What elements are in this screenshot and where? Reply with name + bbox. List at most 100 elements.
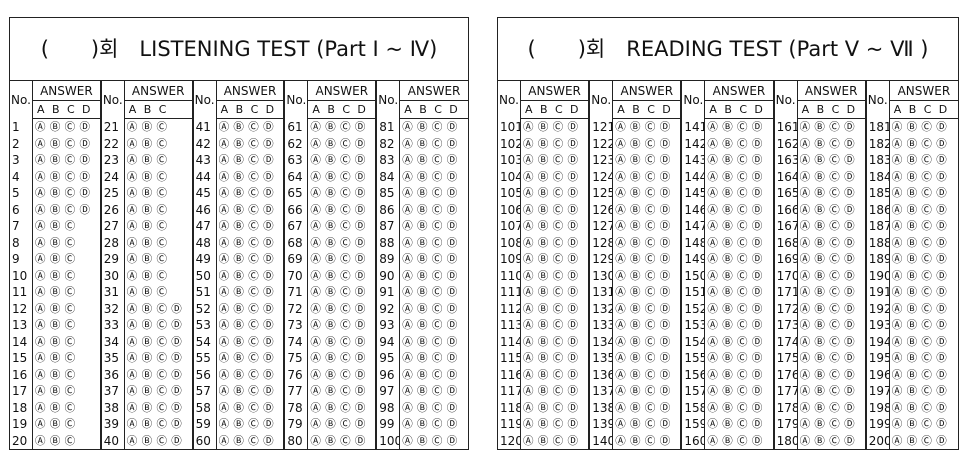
answer-bubbles: Ⓐ Ⓑ Ⓒ Ⓓ: [126, 335, 182, 348]
answer-bubbles: Ⓐ Ⓑ Ⓒ Ⓓ: [310, 335, 366, 348]
answer-header: ANSWER: [520, 81, 590, 101]
question-number: 182: [864, 135, 890, 152]
question-number: 2: [10, 135, 33, 152]
answer-bubbles: Ⓐ Ⓑ Ⓒ Ⓓ: [126, 368, 182, 381]
answer-bubbles: Ⓐ Ⓑ Ⓒ Ⓓ: [218, 368, 274, 381]
letter: A: [801, 103, 810, 116]
question-number: 153: [680, 317, 706, 334]
letter: C: [434, 103, 442, 116]
question-number: 61: [283, 118, 309, 136]
question-number: 41: [191, 118, 217, 136]
answer-bubbles: Ⓐ Ⓑ Ⓒ Ⓓ: [310, 170, 366, 183]
answer-bubbles: Ⓐ Ⓑ Ⓒ Ⓓ: [799, 352, 855, 364]
answer-bubbles: Ⓐ Ⓑ Ⓒ Ⓓ: [523, 154, 579, 166]
question-row: 107Ⓐ Ⓑ Ⓒ Ⓓ127Ⓐ Ⓑ Ⓒ Ⓓ147Ⓐ Ⓑ Ⓒ Ⓓ167Ⓐ Ⓑ Ⓒ Ⓓ…: [498, 218, 958, 235]
letter: A: [617, 103, 625, 116]
letter: B: [235, 103, 244, 116]
answer-bubbles: Ⓐ Ⓑ Ⓒ Ⓓ: [891, 335, 947, 348]
question-number: 9: [10, 251, 33, 268]
question-number: 130: [588, 267, 614, 284]
question-number: 95: [375, 350, 401, 367]
answer-bubbles: Ⓐ Ⓑ Ⓒ Ⓓ: [615, 401, 671, 414]
question-number: 194: [864, 333, 890, 350]
question-number: 163: [772, 152, 798, 169]
answer-table: No. ANSWER No. ANSWER No. ANSWER No. ANSWER No. A…: [10, 81, 468, 449]
answer-bubbles: Ⓐ Ⓑ Ⓒ Ⓓ: [310, 203, 366, 216]
answer-bubbles: Ⓐ Ⓑ Ⓒ Ⓓ: [126, 385, 182, 397]
answer-bubbles: Ⓐ Ⓑ Ⓒ Ⓓ: [523, 319, 579, 331]
question-number: 104: [498, 168, 521, 185]
answer-bubbles: Ⓐ Ⓑ Ⓒ Ⓓ: [523, 368, 579, 381]
answer-bubbles: Ⓐ Ⓑ Ⓒ Ⓓ: [799, 335, 855, 348]
answer-bubbles: Ⓐ Ⓑ Ⓒ Ⓓ: [35, 154, 91, 166]
question-number: 87: [375, 218, 401, 235]
question-number: 38: [99, 399, 125, 416]
question-number: 67: [283, 218, 309, 235]
answer-bubbles: Ⓐ Ⓑ Ⓒ Ⓓ: [218, 187, 274, 199]
question-number: 132: [588, 300, 614, 317]
question-number: 96: [375, 366, 401, 383]
panel-title: ( )회 READING TEST (Part Ⅴ ~ Ⅶ ): [498, 18, 958, 81]
question-number: 178: [772, 399, 798, 416]
answer-bubbles: Ⓐ Ⓑ Ⓒ: [35, 368, 76, 381]
no-header: No.: [772, 81, 798, 119]
question-row: 8 Ⓐ Ⓑ Ⓒ 28 Ⓐ Ⓑ Ⓒ 48 Ⓐ Ⓑ Ⓒ Ⓓ 68 Ⓐ Ⓑ Ⓒ Ⓓ 88 Ⓐ Ⓑ Ⓒ Ⓓ: [10, 234, 468, 251]
question-number: 76: [283, 366, 309, 383]
question-number: 97: [375, 383, 401, 400]
answer-bubbles: Ⓐ Ⓑ Ⓒ Ⓓ: [402, 203, 458, 216]
answer-bubbles: Ⓐ Ⓑ Ⓒ: [35, 302, 76, 315]
question-row: 9 Ⓐ Ⓑ Ⓒ 29 Ⓐ Ⓑ Ⓒ 49 Ⓐ Ⓑ Ⓒ Ⓓ 69 Ⓐ Ⓑ Ⓒ Ⓓ 89 Ⓐ Ⓑ Ⓒ Ⓓ: [10, 251, 468, 268]
question-number: 72: [283, 300, 309, 317]
answer-bubbles: Ⓐ Ⓑ Ⓒ Ⓓ: [891, 203, 947, 216]
question-number: 156: [680, 366, 706, 383]
question-number: 103: [498, 152, 521, 169]
answer-bubbles: Ⓐ Ⓑ Ⓒ Ⓓ: [799, 253, 855, 265]
question-number: 192: [864, 300, 890, 317]
question-number: 185: [864, 185, 890, 202]
answer-bubbles: Ⓐ Ⓑ Ⓒ Ⓓ: [615, 286, 671, 298]
letter: A: [893, 103, 902, 116]
question-number: 121: [588, 118, 614, 136]
letter: D: [265, 103, 275, 116]
question-number: 199: [864, 416, 890, 433]
question-number: 177: [772, 383, 798, 400]
header-row: No. ANSWER No. ANSWER No. ANSWER No. ANSWER No. A…: [498, 81, 958, 119]
answer-bubbles: Ⓐ Ⓑ Ⓒ Ⓓ: [218, 302, 274, 315]
question-number: 17: [10, 383, 33, 400]
question-number: 102: [498, 135, 521, 152]
question-number: 49: [191, 251, 217, 268]
answer-bubbles: Ⓐ Ⓑ Ⓒ Ⓓ: [523, 220, 579, 232]
question-number: 71: [283, 284, 309, 301]
question-number: 196: [864, 366, 890, 383]
question-number: 40: [99, 432, 125, 449]
letter: B: [540, 103, 548, 116]
letter: D: [846, 103, 856, 116]
question-number: 53: [191, 317, 217, 334]
question-row: 18 Ⓐ Ⓑ Ⓒ 38 Ⓐ Ⓑ Ⓒ Ⓓ 58 Ⓐ Ⓑ Ⓒ Ⓓ 78 Ⓐ Ⓑ Ⓒ Ⓓ 98 Ⓐ Ⓑ …: [10, 399, 468, 416]
answer-bubbles: Ⓐ Ⓑ Ⓒ Ⓓ: [707, 385, 763, 397]
answer-bubbles: Ⓐ Ⓑ Ⓒ Ⓓ: [310, 220, 366, 232]
question-number: 146: [680, 201, 706, 218]
answer-bubbles: Ⓐ Ⓑ Ⓒ Ⓓ: [615, 154, 671, 166]
question-number: 84: [375, 168, 401, 185]
answer-bubbles: Ⓐ Ⓑ Ⓒ Ⓓ: [799, 154, 855, 166]
answer-bubbles: Ⓐ Ⓑ Ⓒ Ⓓ: [799, 319, 855, 331]
question-number: 105: [498, 185, 521, 202]
question-number: 176: [772, 366, 798, 383]
question-number: 190: [864, 267, 890, 284]
answer-bubbles: Ⓐ Ⓑ Ⓒ Ⓓ: [310, 302, 366, 315]
answer-bubbles: Ⓐ Ⓑ Ⓒ Ⓓ: [891, 418, 947, 430]
question-number: 90: [375, 267, 401, 284]
question-number: 79: [283, 416, 309, 433]
answer-bubbles: Ⓐ Ⓑ Ⓒ Ⓓ: [707, 352, 763, 364]
question-number: 122: [588, 135, 614, 152]
question-number: 57: [191, 383, 217, 400]
answer-bubbles: Ⓐ Ⓑ Ⓒ Ⓓ: [799, 385, 855, 397]
question-number: 32: [99, 300, 125, 317]
answer-bubbles: Ⓐ Ⓑ Ⓒ Ⓓ: [402, 352, 458, 364]
answer-bubbles: Ⓐ Ⓑ Ⓒ Ⓓ: [615, 319, 671, 331]
question-number: 28: [99, 234, 125, 251]
answer-bubbles: Ⓐ Ⓑ Ⓒ Ⓓ: [310, 385, 366, 397]
